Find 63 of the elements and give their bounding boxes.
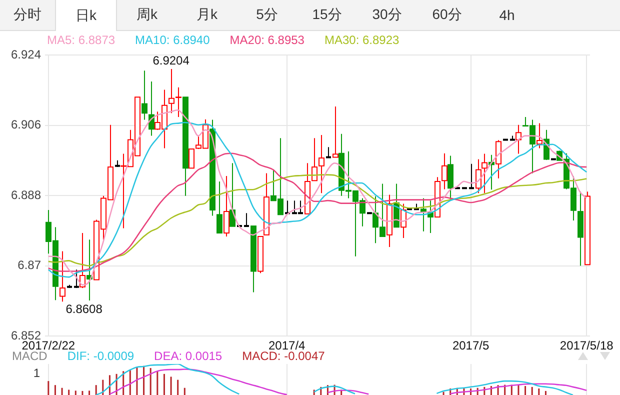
candlestick: [258, 236, 264, 274]
candlestick: [488, 154, 494, 190]
candlestick: [250, 225, 256, 293]
annotation: 6.8608: [66, 302, 103, 316]
candlestick: [148, 81, 154, 136]
text: MA5: 6.8873: [47, 33, 116, 47]
line-series: [48, 174, 588, 266]
candlestick: [182, 96, 188, 196]
candlestick: [244, 212, 249, 227]
candlestick: [448, 155, 454, 200]
y-tick-label: 6.906: [10, 118, 42, 132]
y-tick-label: 6.87: [18, 258, 42, 272]
candlestick: [230, 162, 236, 227]
candlestick: [536, 122, 542, 149]
candlestick: [60, 250, 66, 302]
candlestick: [168, 68, 174, 114]
candlestick: [482, 153, 488, 194]
series-label: DEA: 0.0015: [154, 349, 222, 363]
x-tick-label: 2017/5: [452, 338, 490, 353]
candlestick: [115, 160, 120, 168]
y-tick-label: 6.924: [10, 47, 42, 62]
line-series: [48, 152, 588, 272]
candlestick: [176, 86, 182, 118]
candlestick: [442, 152, 448, 190]
text: 5分: [255, 5, 279, 24]
y-tick-label: 6.888: [10, 188, 42, 202]
candlestick: [318, 134, 324, 194]
candlestick: [496, 140, 502, 179]
text: 月k: [196, 5, 218, 24]
text: MA30: 6.8923: [324, 33, 400, 47]
text: 日k: [55, 0, 117, 31]
candlestick: [510, 135, 515, 141]
candlestick: [142, 70, 148, 120]
candlestick: [224, 175, 230, 237]
candlestick: [312, 138, 318, 182]
candlestick: [264, 172, 270, 236]
candlestick: [332, 106, 338, 158]
text: 1: [33, 366, 40, 380]
text: 60分: [431, 5, 463, 24]
candlestick: [80, 232, 86, 288]
candlestick: [469, 163, 474, 190]
candlestick: [74, 269, 79, 288]
candlestick: [86, 239, 92, 301]
candlestick: [476, 158, 482, 194]
annotation: 6.9204: [152, 53, 190, 68]
text: 30分: [371, 5, 403, 24]
text: MA10: 6.8940: [135, 33, 210, 47]
candlestick: [584, 191, 590, 266]
text: MA20: 6.8953: [230, 33, 304, 47]
x-tick-label: 2017/5/18: [560, 338, 614, 353]
candlestick: [210, 119, 216, 216]
candlestick: [516, 124, 522, 154]
candlestick: [304, 162, 310, 214]
text: 4h: [498, 6, 516, 25]
candlestick: [420, 198, 426, 232]
candlestick: [216, 180, 222, 234]
text: 分时: [12, 5, 42, 24]
candlestick: [67, 284, 72, 288]
candlestick: [386, 194, 392, 248]
candlestick: [578, 191, 584, 266]
text: 15分: [311, 5, 343, 24]
text: 周k: [136, 5, 158, 24]
candlestick: [326, 146, 331, 158]
